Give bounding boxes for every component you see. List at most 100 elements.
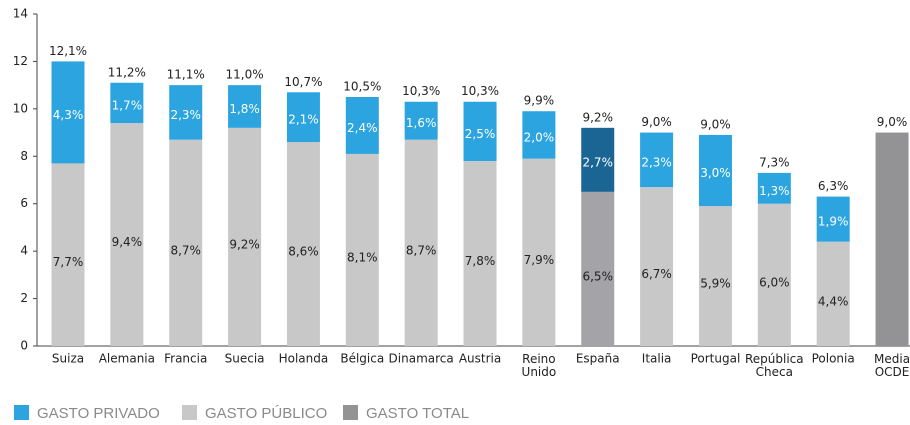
- value-label: 2,5%: [465, 127, 496, 141]
- value-label: 1,7%: [112, 98, 143, 112]
- value-label: 1,9%: [818, 215, 849, 229]
- bar-segment: [286, 142, 320, 346]
- bar-segment: [110, 123, 144, 346]
- bar-segment: [463, 161, 497, 346]
- bar-segment: [522, 111, 556, 159]
- value-label: 4,3%: [53, 108, 84, 122]
- bar-segment: [169, 85, 203, 140]
- bar-segment: [228, 127, 262, 346]
- y-tick-label: 10: [13, 101, 28, 115]
- total-label: 9,0%: [877, 115, 908, 129]
- value-label: 2,0%: [524, 130, 555, 144]
- x-tick-label: Dinamarca: [389, 352, 454, 366]
- y-tick-label: 6: [20, 196, 28, 210]
- legend-label: GASTO TOTAL: [366, 405, 469, 422]
- x-tick-label: Francia: [164, 352, 207, 366]
- x-tick-label: España: [576, 352, 620, 366]
- y-tick-label: 4: [20, 244, 28, 258]
- total-label: 9,9%: [524, 94, 555, 108]
- bar-segment: [51, 61, 85, 164]
- bar-segment: [522, 158, 556, 346]
- bar-segment: [698, 206, 732, 346]
- value-label: 8,7%: [406, 243, 437, 257]
- value-label: 4,4%: [818, 294, 849, 308]
- bar-segment: [640, 132, 674, 188]
- total-label: 12,1%: [49, 44, 87, 58]
- value-label: 7,8%: [465, 254, 496, 268]
- y-tick-label: 8: [20, 149, 28, 163]
- total-label: 10,7%: [284, 75, 322, 89]
- x-tick-label: Alemania: [99, 352, 155, 366]
- value-label: 9,2%: [229, 237, 260, 251]
- total-label: 9,0%: [700, 117, 731, 131]
- value-label: 9,4%: [112, 235, 143, 249]
- value-label: 8,6%: [288, 245, 319, 259]
- x-tick-label: República Checa: [745, 352, 804, 379]
- value-label: 2,7%: [582, 155, 613, 169]
- x-tick-label: Polonia: [812, 352, 855, 366]
- value-label: 1,3%: [759, 184, 790, 198]
- x-tick-label: Portugal: [691, 352, 741, 366]
- bar-segment: [463, 101, 497, 162]
- total-label: 11,2%: [108, 65, 146, 79]
- value-label: 2,3%: [170, 108, 201, 122]
- total-label: 11,0%: [226, 68, 264, 82]
- x-tick-label: Italia: [642, 352, 672, 366]
- y-tick-label: 14: [13, 7, 28, 21]
- bar-segment: [345, 153, 379, 346]
- x-tick-label: Austria: [459, 352, 501, 366]
- value-label: 6,7%: [641, 267, 672, 281]
- total-label: 6,3%: [818, 179, 849, 193]
- total-label: 9,2%: [582, 110, 613, 124]
- bar-segment: [228, 85, 262, 128]
- bar-segment: [51, 163, 85, 346]
- x-tick-label: Suecia: [225, 352, 265, 366]
- value-label: 7,9%: [524, 253, 555, 267]
- value-label: 8,7%: [170, 243, 201, 257]
- value-label: 8,1%: [347, 250, 378, 264]
- bar-segment: [757, 172, 791, 204]
- legend-swatch: [182, 405, 197, 420]
- total-label: 10,3%: [402, 84, 440, 98]
- y-tick-label: 12: [13, 54, 28, 68]
- value-label: 3,0%: [700, 166, 731, 180]
- total-label: 10,3%: [461, 84, 499, 98]
- value-label: 5,9%: [700, 277, 731, 291]
- bar-segment: [640, 187, 674, 346]
- legend-label: GASTO PRIVADO: [37, 405, 160, 422]
- bar: [875, 132, 909, 346]
- bar-segment: [110, 82, 144, 124]
- bar-segment: [404, 139, 438, 346]
- bar-segment: [345, 97, 379, 154]
- bar-segment: [286, 92, 320, 143]
- total-label: 9,0%: [641, 115, 672, 129]
- x-tick-label: Suiza: [52, 352, 84, 366]
- bar-segment: [581, 191, 615, 346]
- bar-segment: [169, 139, 203, 346]
- total-label: 11,1%: [167, 68, 205, 82]
- bar-segment: [581, 127, 615, 192]
- x-tick-label: Holanda: [279, 352, 329, 366]
- total-label: 7,3%: [759, 155, 790, 169]
- value-label: 6,0%: [759, 275, 790, 289]
- total-label: 10,5%: [343, 80, 381, 94]
- y-tick-label: 0: [20, 339, 28, 353]
- bar-segment: [698, 134, 732, 207]
- x-tick-label: Bélgica: [340, 352, 384, 366]
- y-tick-label: 2: [20, 291, 28, 305]
- legend-swatch: [14, 405, 29, 420]
- legend-swatch: [343, 405, 358, 420]
- bar-segment: [404, 101, 438, 140]
- bar-segment: [816, 241, 850, 346]
- value-label: 2,4%: [347, 121, 378, 135]
- value-label: 6,5%: [582, 269, 613, 283]
- legend-label: GASTO PÚBLICO: [205, 405, 327, 422]
- bar-segment: [757, 203, 791, 346]
- x-tick-label: Reino Unido: [522, 352, 557, 379]
- x-tick-label: Media OCDE: [874, 352, 910, 379]
- value-label: 2,3%: [641, 155, 672, 169]
- value-label: 1,8%: [229, 102, 260, 116]
- value-label: 7,7%: [53, 255, 84, 269]
- value-label: 1,6%: [406, 116, 437, 130]
